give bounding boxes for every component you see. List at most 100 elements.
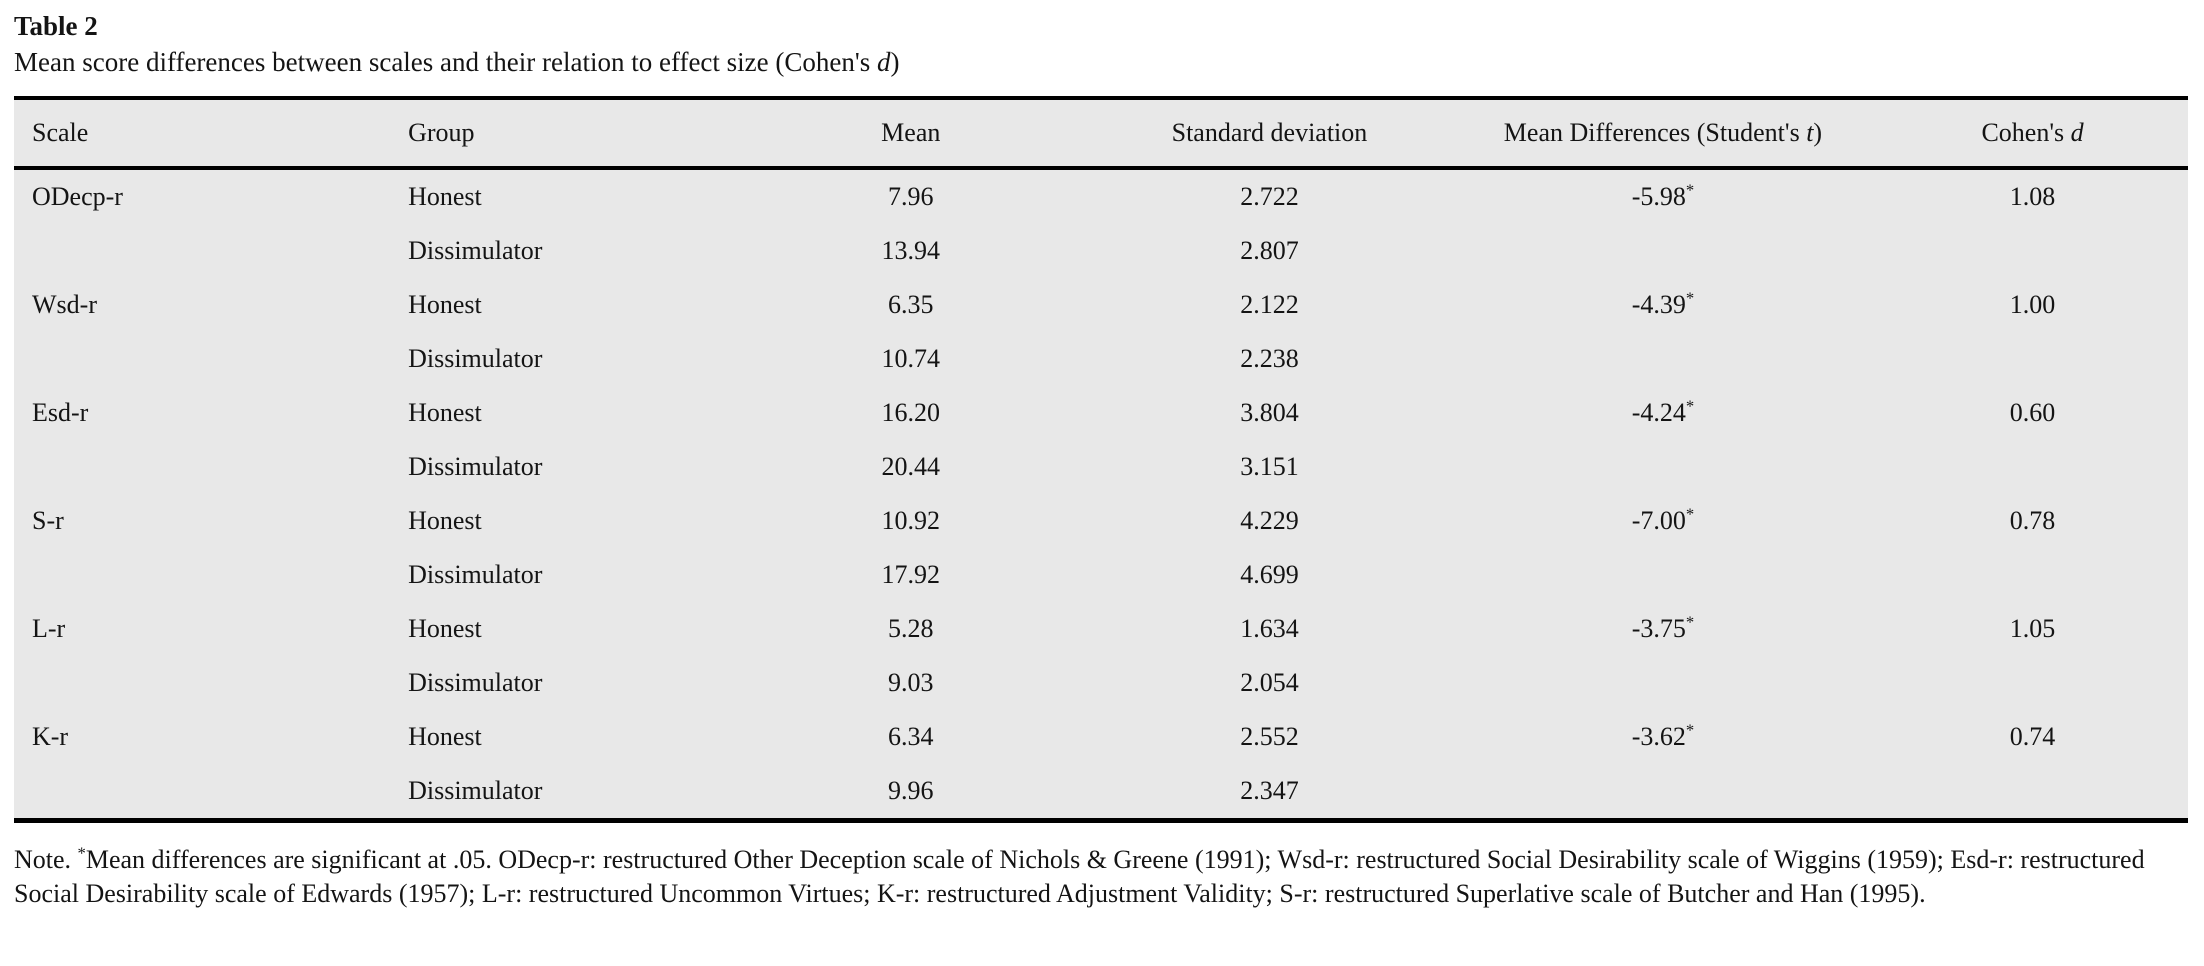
group-cell: Honest [408,505,482,535]
group-cell: Honest [408,181,482,211]
table-body: ODecp-r Honest 7.96 2.722 -5.98* 1.08 Dissimul… [14,168,2188,821]
mean-diff-cell [1449,656,1877,710]
header-cohens-d: Cohen's d [1877,97,2188,170]
mean-diff-cell [1449,440,1877,494]
group-cell: Honest [408,289,482,319]
header-row: Scale Group Mean Standard deviation Mean… [14,97,2188,170]
mean-diff-cell: -5.98* [1631,179,1695,211]
mean-cell: 7.96 [888,181,934,211]
cohens-d-cell [1877,656,2188,710]
sd-cell: 4.229 [1240,505,1299,535]
mean-cell: 16.20 [881,397,941,427]
header-group: Group [390,97,732,170]
mean-diff-cell: -7.00* [1631,503,1695,535]
sd-cell: 2.347 [1240,775,1299,805]
header-mean-differences-text: Mean Differences (Student's [1503,117,1807,147]
header-cohens-d-italic: d [2070,117,2084,147]
header-mean-differences: Mean Differences (Student's t) [1448,97,1878,170]
scale-cell: Esd-r [32,397,89,427]
cohens-d-cell [1877,332,2188,386]
sd-cell: 2.054 [1240,667,1299,697]
mean-cell: 13.94 [881,235,941,265]
sd-cell: 2.122 [1240,289,1299,319]
table-header: Scale Group Mean Standard deviation Mean… [14,97,2188,170]
table-note: Note. *Mean differences are significant … [14,843,2188,912]
group-cell: Dissimulator [408,235,543,265]
mean-diff-cell: -4.39* [1631,287,1695,319]
table-row: S-r Honest 10.92 4.229 -7.00* 0.78 [14,494,2188,548]
table-row: ODecp-r Honest 7.96 2.722 -5.98* 1.08 [14,168,2188,224]
table-row: Dissimulator 20.44 3.151 [14,440,2188,494]
mean-cell: 9.96 [888,775,934,805]
page: Table 2 Mean score differences between s… [14,10,2188,912]
sd-cell: 3.804 [1240,397,1299,427]
table-number: Table 2 [14,11,98,41]
sd-cell: 2.807 [1240,235,1299,265]
header-scale: Scale [14,97,391,170]
group-cell: Honest [408,721,482,751]
header-students-t-italic: t [1806,117,1814,147]
scale-cell: ODecp-r [32,181,123,211]
sd-cell: 3.151 [1240,451,1299,481]
cohens-d-cell: 0.60 [2009,397,2056,427]
table-row: L-r Honest 5.28 1.634 -3.75* 1.05 [14,602,2188,656]
note-significance-marker: * [77,842,86,862]
mean-diff-cell: -4.24* [1631,395,1695,427]
scale-cell [14,548,390,602]
sd-cell: 4.699 [1240,559,1299,589]
scale-cell: L-r [32,613,66,643]
scale-cell [14,440,390,494]
scale-cell: Wsd-r [32,289,97,319]
table-row: Dissimulator 9.96 2.347 [14,764,2188,821]
header-mean-differences-closing: ) [1813,117,1823,147]
sd-cell: 2.722 [1240,181,1299,211]
cohens-d-cell [1877,440,2188,494]
table-row: Dissimulator 9.03 2.054 [14,656,2188,710]
cohens-d-cell: 0.78 [2009,505,2056,535]
header-mean: Mean [731,97,1091,170]
sd-cell: 2.238 [1240,343,1299,373]
table-caption: Table 2 Mean score differences between s… [14,10,2188,80]
header-standard-deviation: Standard deviation [1090,97,1449,170]
mean-cell: 10.74 [881,343,941,373]
note-text: Mean differences are significant at .05.… [14,844,2145,909]
group-cell: Dissimulator [408,559,543,589]
mean-cell: 17.92 [881,559,941,589]
mean-cell: 6.34 [888,721,934,751]
group-cell: Dissimulator [408,667,543,697]
cohens-d-cell: 0.74 [2009,721,2056,751]
cohens-d-cell [1877,764,2188,821]
cohens-d-cell: 1.05 [2009,613,2056,643]
table-row: K-r Honest 6.34 2.552 -3.62* 0.74 [14,710,2188,764]
group-cell: Dissimulator [408,451,543,481]
mean-diff-cell [1449,548,1877,602]
scale-cell: S-r [32,505,64,535]
mean-diff-cell: -3.75* [1631,611,1695,643]
note-label: Note. [14,844,78,874]
scale-cell [14,764,390,821]
cohens-d-cell [1877,224,2188,278]
mean-cell: 10.92 [881,505,941,535]
mean-diff-cell: -3.62* [1631,719,1695,751]
table-title-italic-term: d [877,46,891,77]
mean-diff-cell [1449,764,1877,821]
mean-diff-cell [1449,224,1877,278]
group-cell: Dissimulator [408,343,543,373]
table-row: Dissimulator 17.92 4.699 [14,548,2188,602]
scale-cell [14,656,390,710]
cohens-d-cell: 1.00 [2009,289,2056,319]
table-row: Dissimulator 13.94 2.807 [14,224,2188,278]
cohens-d-cell: 1.08 [2009,181,2056,211]
table-row: Wsd-r Honest 6.35 2.122 -4.39* 1.00 [14,278,2188,332]
mean-cell: 5.28 [888,613,934,643]
scale-cell: K-r [32,721,69,751]
sd-cell: 2.552 [1240,721,1299,751]
mean-diff-cell [1449,332,1877,386]
mean-cell: 20.44 [881,451,941,481]
mean-cell: 9.03 [888,667,934,697]
table-row: Dissimulator 10.74 2.238 [14,332,2188,386]
mean-cell: 6.35 [888,289,934,319]
table-title-closing: ) [890,46,900,77]
sd-cell: 1.634 [1240,613,1299,643]
header-cohens-text: Cohen's [1981,117,2071,147]
